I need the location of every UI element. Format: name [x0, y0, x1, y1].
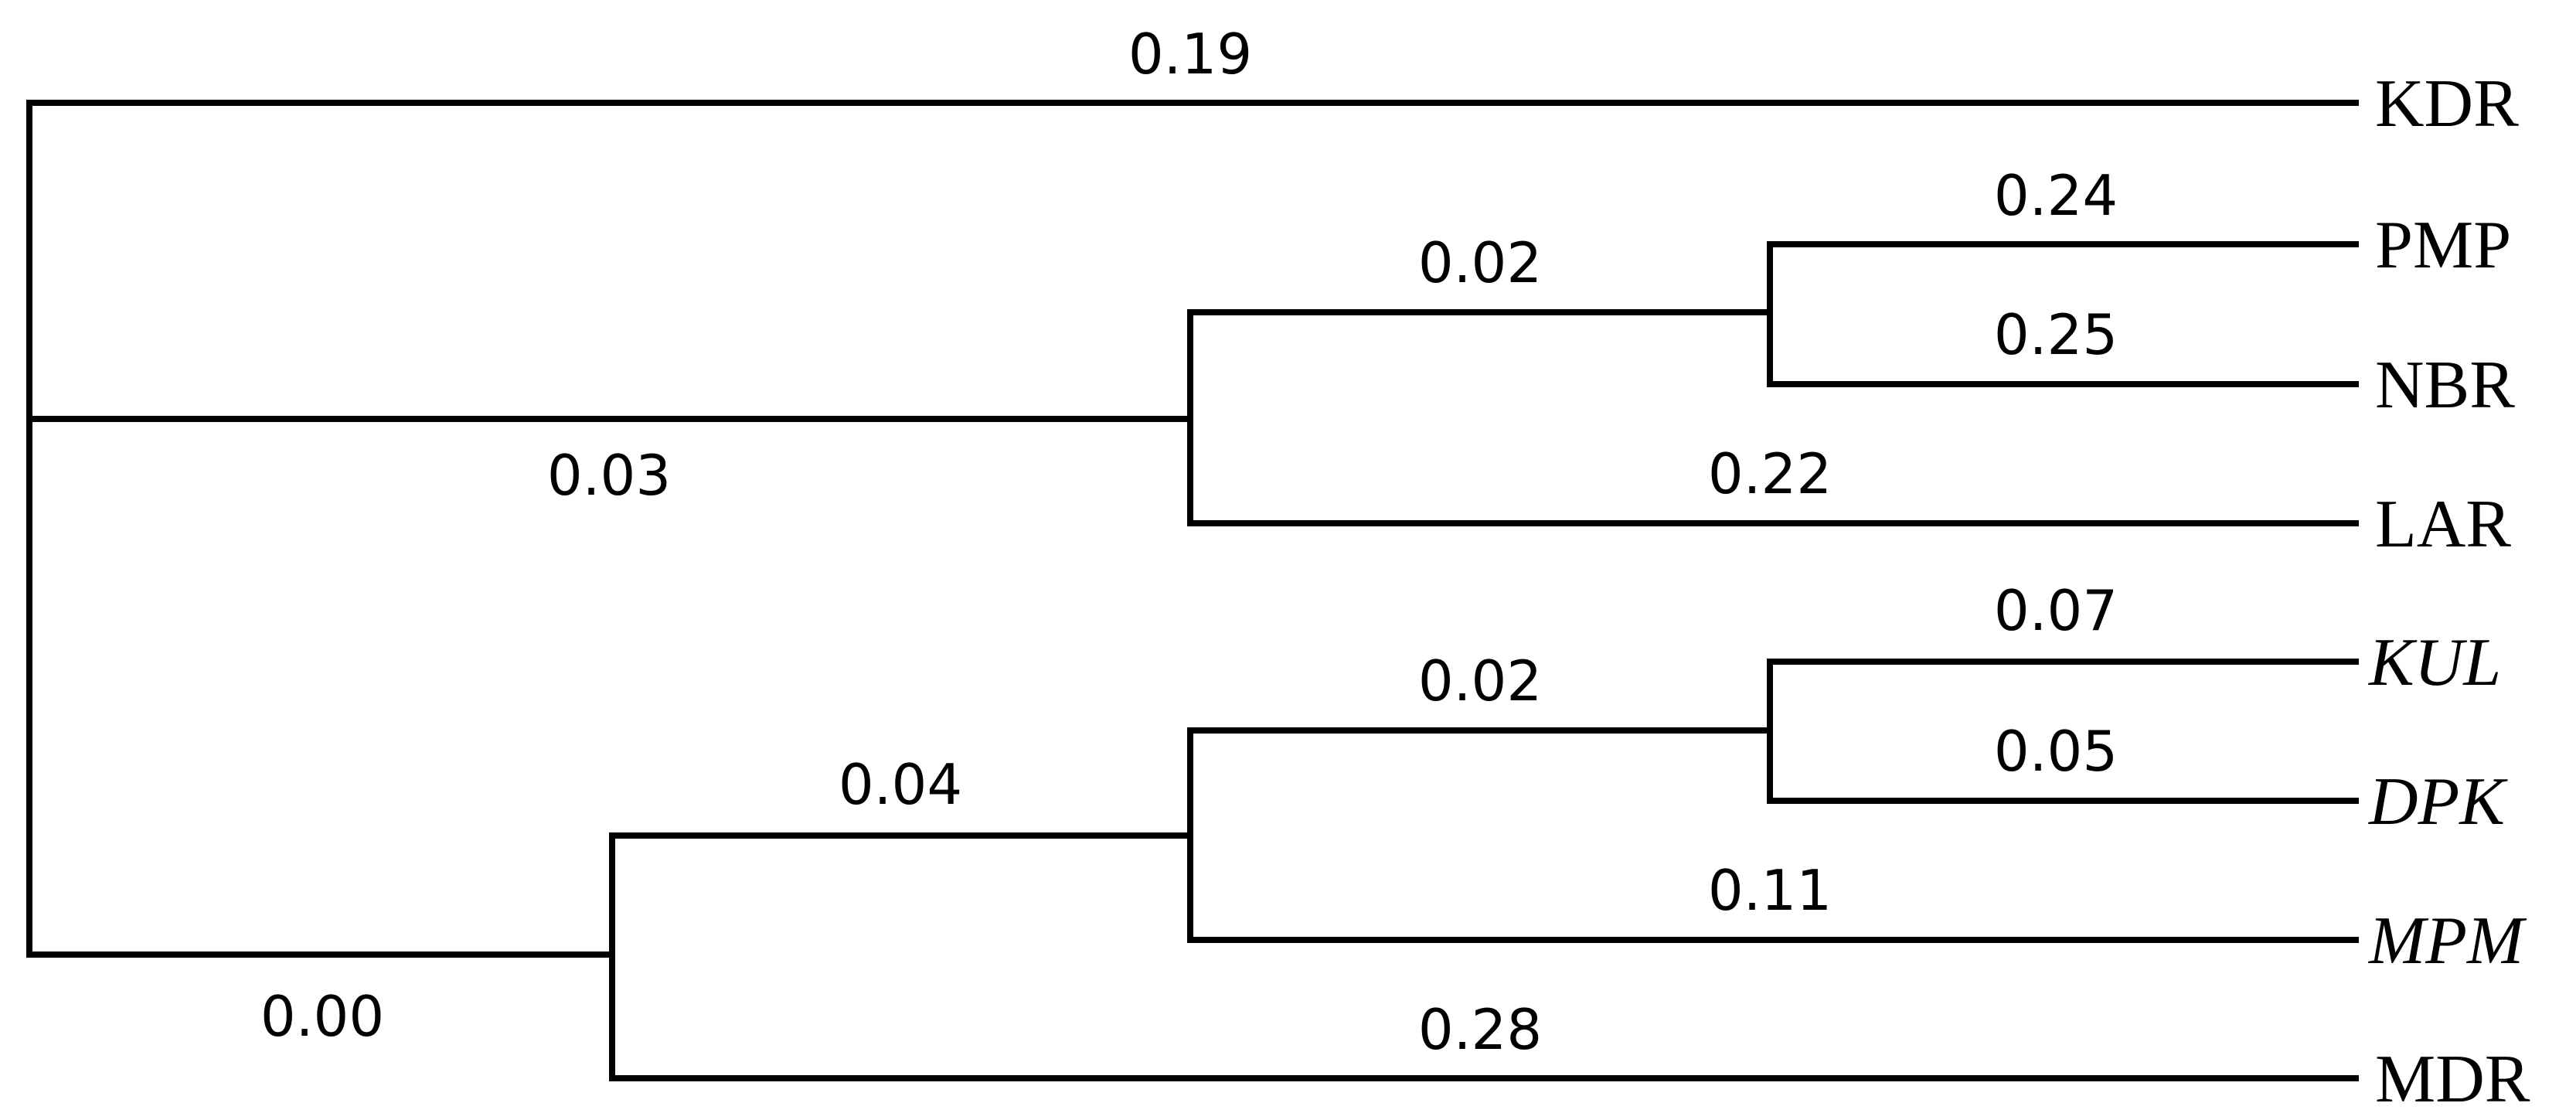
branches: [26, 100, 2359, 1081]
length-label-pmp: 0.24: [1994, 163, 2118, 228]
taxon-label: PMP: [2375, 208, 2511, 283]
length-label-kdr: 0.19: [1128, 22, 1252, 87]
length-label-nbr: 0.25: [1994, 302, 2118, 367]
length-label-kul: 0.07: [1994, 578, 2118, 643]
branch-length-labels: 0.19 0.24 0.25 0.22 0.02 0.03 0.07 0.05 …: [260, 22, 2118, 1062]
taxon-label: LAR: [2375, 487, 2511, 562]
taxon-label: KUL: [2367, 625, 2501, 700]
length-label-kul-dpk: 0.02: [1418, 649, 1542, 713]
length-label-mdr: 0.28: [1418, 997, 1542, 1062]
taxon-labels: KDR PMP NBR LAR KUL DPK MPM MDR: [2367, 66, 2530, 1117]
length-label-dpk: 0.05: [1994, 719, 2118, 784]
length-label-mpm: 0.11: [1708, 858, 1832, 923]
length-label-kul-dpk-mpm-mdr: 0.00: [260, 984, 384, 1049]
length-label-pmp-nbr: 0.02: [1418, 230, 1542, 295]
length-label-kul-dpk-mpm: 0.04: [839, 752, 962, 817]
taxon-label: DPK: [2368, 764, 2508, 839]
length-label-lar: 0.22: [1708, 441, 1832, 506]
taxon-label: MPM: [2367, 904, 2527, 979]
taxon-label: NBR: [2375, 348, 2515, 423]
taxon-label: MDR: [2375, 1042, 2530, 1117]
length-label-pmp-nbr-lar: 0.03: [547, 443, 671, 508]
taxon-label: KDR: [2375, 66, 2519, 141]
